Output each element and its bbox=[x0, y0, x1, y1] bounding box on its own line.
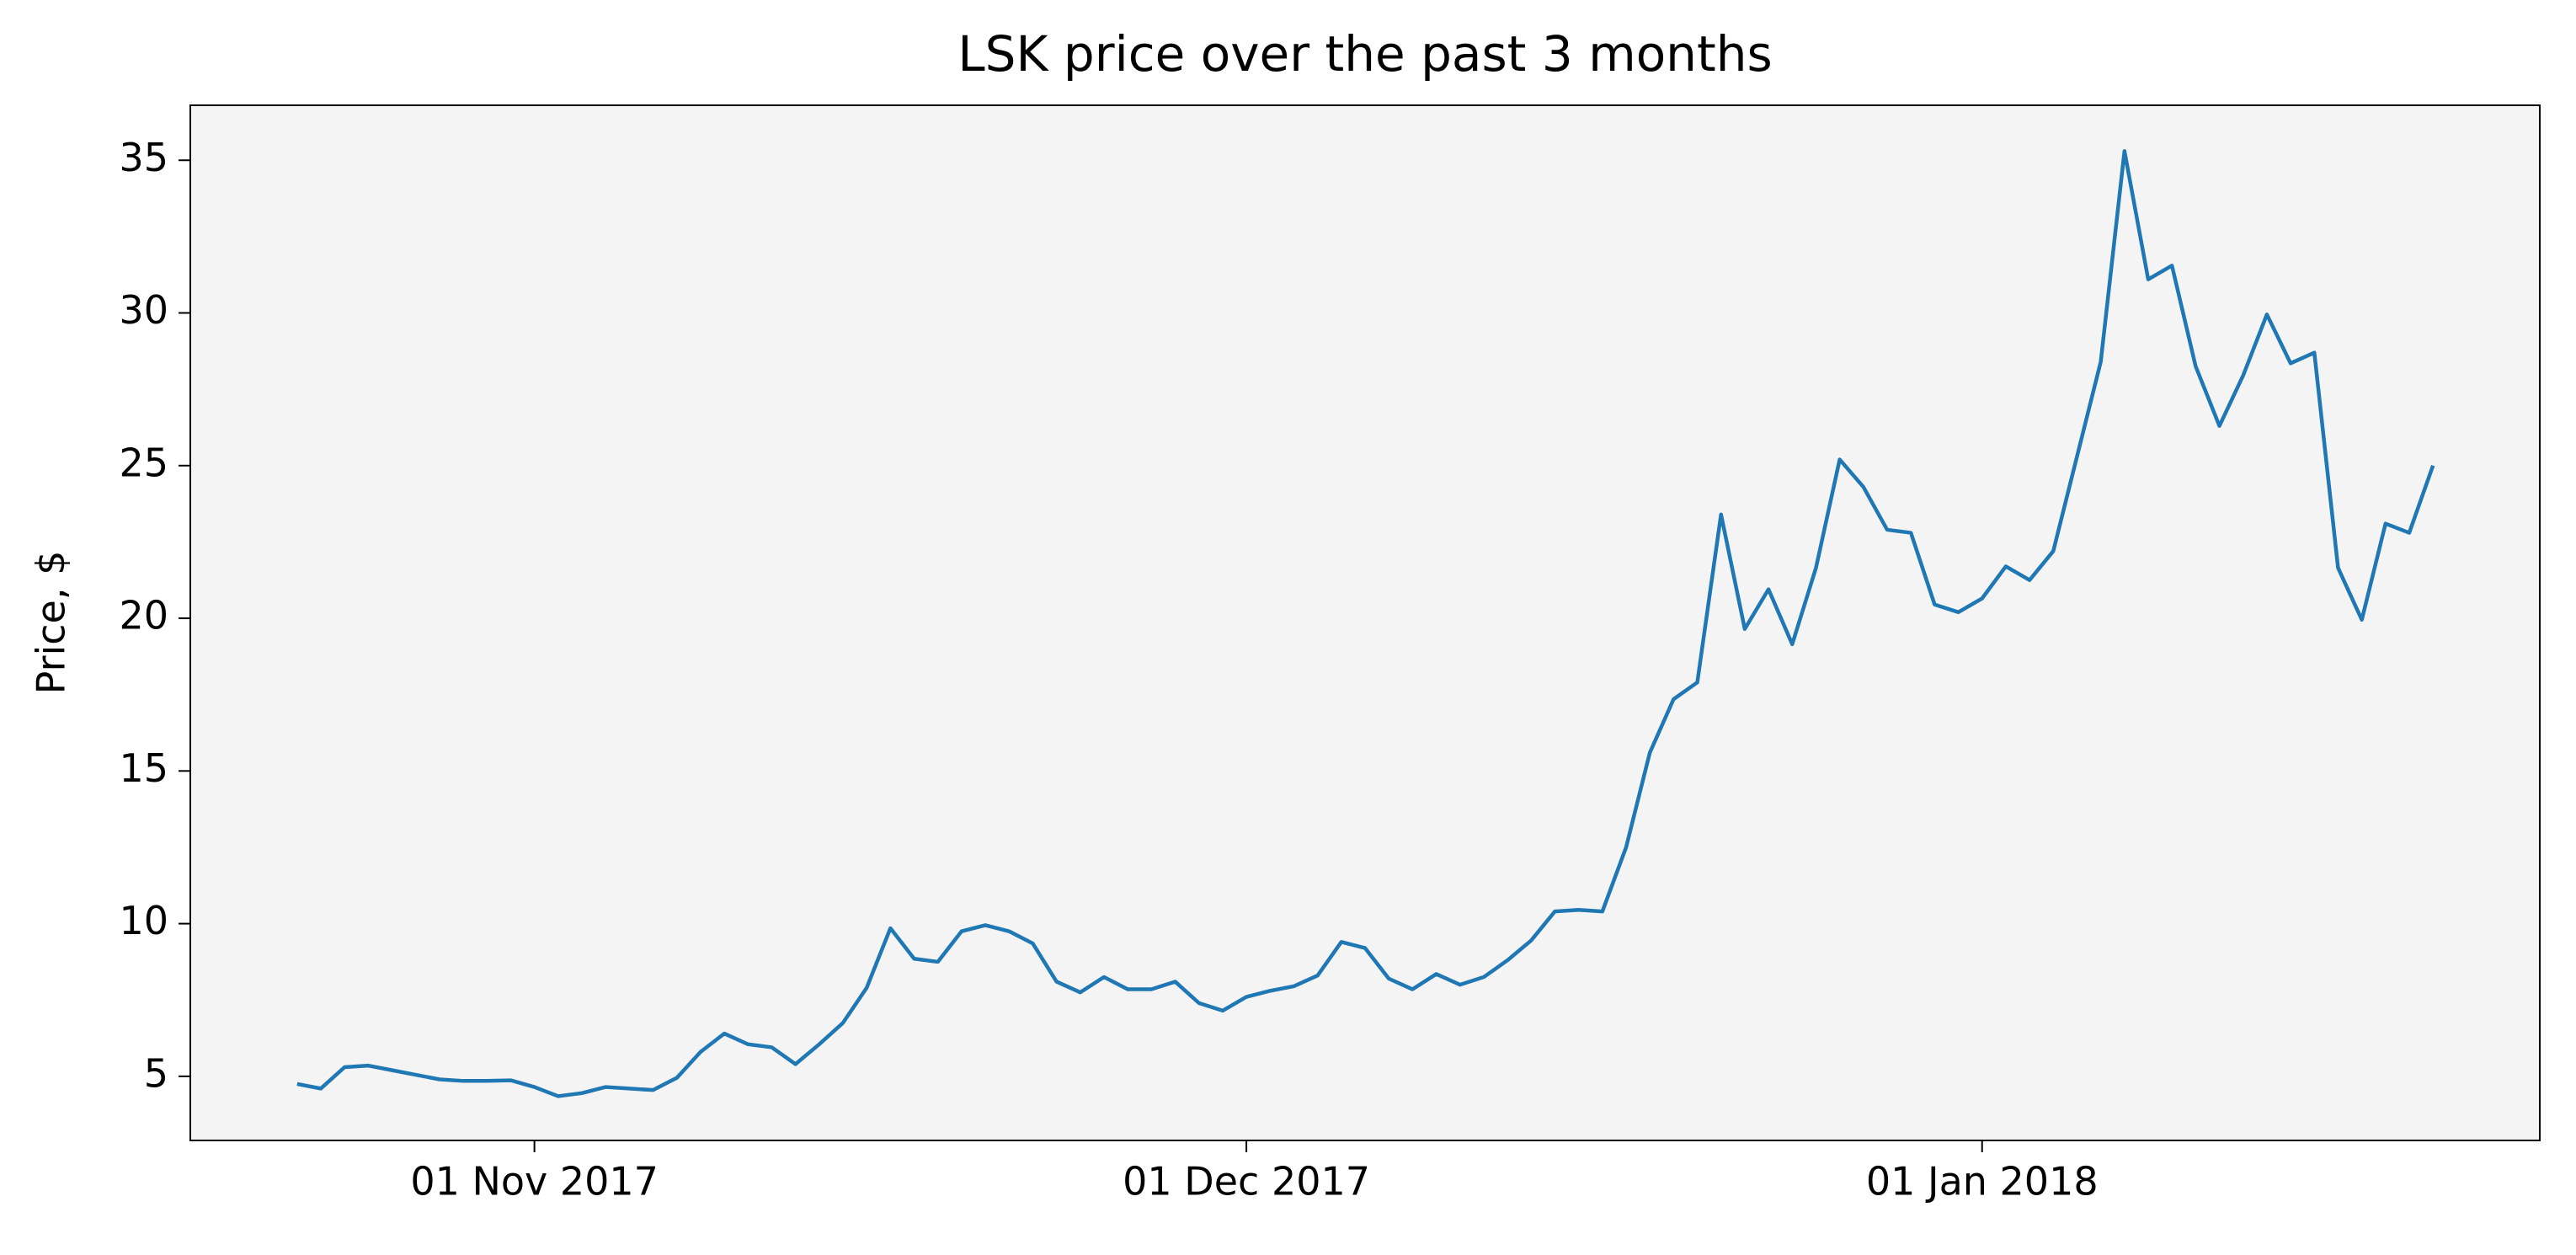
y-tick-label: 25 bbox=[119, 440, 168, 485]
x-tick-label: 01 Jan 2018 bbox=[1866, 1159, 2099, 1204]
x-tick-label: 01 Nov 2017 bbox=[410, 1159, 659, 1204]
plot-frame bbox=[189, 104, 2541, 1141]
y-tick-label: 10 bbox=[119, 898, 168, 943]
plot-background bbox=[190, 105, 2540, 1140]
x-tick-label: 01 Dec 2017 bbox=[1123, 1159, 1370, 1204]
price-line bbox=[296, 149, 2435, 1098]
y-tick-label: 5 bbox=[144, 1050, 168, 1096]
y-tick-label: 35 bbox=[119, 135, 168, 180]
y-tick-label: 15 bbox=[119, 745, 168, 791]
chart-title: LSK price over the past 3 months bbox=[957, 25, 1772, 83]
y-tick-label: 20 bbox=[119, 593, 168, 638]
y-axis-label: Price, $ bbox=[29, 551, 74, 695]
y-tick-label: 30 bbox=[119, 287, 168, 333]
